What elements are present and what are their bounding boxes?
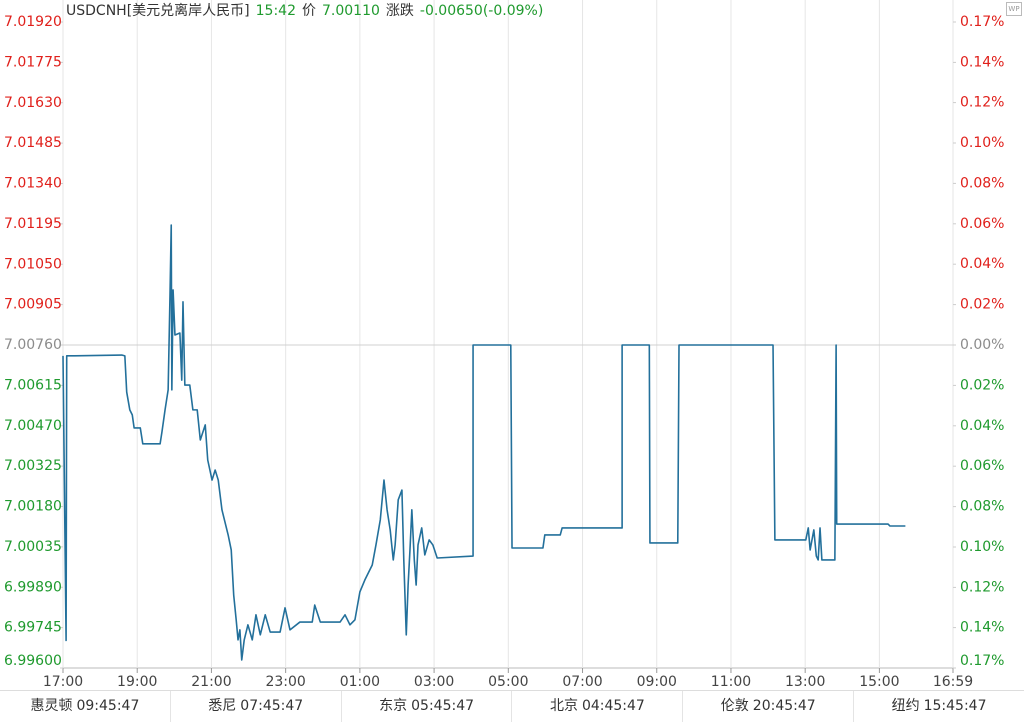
y2-tick-label: 0.06% [960,216,1004,232]
x-tick-label: 21:00 [191,674,231,690]
y-tick-label: 7.01195 [4,216,62,232]
clock-city: 悉尼 [208,698,237,714]
y-tick-label: 7.01050 [4,256,62,272]
x-tick-label: 03:00 [414,674,454,690]
y2-tick-label: 0.17% [960,14,1004,30]
y-tick-label: 7.00905 [4,297,62,313]
x-tick-label: 17:00 [43,674,83,690]
change-label: 涨跌 [385,3,414,19]
y-tick-label: 7.00325 [4,458,62,474]
y2-tick-label: 0.14% [960,54,1004,70]
x-tick-label: 13:00 [785,674,825,690]
y2-tick-label: 0.04% [960,418,1004,434]
y2-tick-label: 0.14% [960,620,1004,636]
y-tick-label: 6.99600 [4,653,62,669]
chart: 17:00 19:00 21:00 23:00 01:00 03:00 05:00 07:00… [4,0,1004,690]
clock-time: 07:45:47 [240,698,304,714]
clock-time: 20:45:47 [752,698,816,714]
instrument-title: USDCNH[美元兑离岸人民币] [66,3,250,19]
y2-tick-label: 0.12% [960,95,1004,111]
y-tick-label: 7.00180 [4,499,62,515]
x-tick-label: 19:00 [117,674,157,690]
y2-tick-label: 0.10% [960,135,1004,151]
clock-city: 伦敦 [720,698,749,714]
y-tick-label: 7.01775 [4,54,62,70]
x-tick-label: 23:00 [265,674,305,690]
x-tick-label: 16:59 [933,674,973,690]
clock-time: 09:45:47 [76,698,140,714]
clock: 惠灵顿 09:45:47 [0,691,171,722]
clock: 悉尼 07:45:47 [171,691,342,722]
clock: 纽约 15:45:47 [854,691,1024,722]
y2-tick-label: 0.10% [960,539,1004,555]
price-label: 价 [301,3,316,19]
y2-tick-label: 0.04% [960,256,1004,272]
x-tick-label: 01:00 [340,674,380,690]
quote-header: USDCNH[美元兑离岸人民币] 15:42 价 7.00110 涨跌 -0.00650(… [66,1,549,21]
y-tick-label: 7.01340 [4,176,62,192]
y-tick-label: 7.00470 [4,418,62,434]
clock-city: 纽约 [891,698,920,714]
y-tick-label: 7.01630 [4,95,62,111]
change: -0.00650(-0.09%) [419,3,544,19]
x-tick-label: 05:00 [488,674,528,690]
clock-city: 惠灵顿 [30,698,73,714]
y2-tick-label: 0.00% [960,337,1004,353]
x-tick-label: 15:00 [859,674,899,690]
y2-tick-label: 0.02% [960,377,1004,393]
clock-city: 北京 [549,698,578,714]
y-tick-label: 7.00615 [4,377,62,393]
clock: 伦敦 20:45:47 [683,691,855,722]
clock: 北京 04:45:47 [512,691,684,722]
y2-tick-label: 0.17% [960,653,1004,669]
x-tick-label: 11:00 [711,674,751,690]
y-tick-label: 7.00035 [4,539,62,555]
y2-tick-label: 0.08% [960,175,1004,191]
y2-tick-label: 0.08% [960,499,1004,515]
y-tick-label: 7.01485 [4,135,62,151]
world-clocks: 惠灵顿 09:45:47 悉尼 07:45:47 东京 05:45:47 北京 04:45:4… [0,690,1024,722]
quote-time: 15:42 [255,3,296,19]
x-tick-label: 07:00 [562,674,602,690]
clock: 东京 05:45:47 [342,691,513,722]
price-line [62,224,906,661]
y2-tick-label: 0.02% [960,297,1004,313]
logo-icon: WP [1006,2,1022,16]
clock-time: 05:45:47 [411,698,475,714]
y-tick-label: 7.01920 [4,14,62,30]
clock-time: 04:45:47 [581,698,645,714]
clock-time: 15:45:47 [923,698,987,714]
x-tick-label: 09:00 [637,674,677,690]
price: 7.00110 [321,3,380,19]
y2-tick-label: 0.06% [960,458,1004,474]
y-tick-label: 7.00760 [4,337,62,353]
y-tick-label: 6.99890 [4,579,62,595]
y2-tick-label: 0.12% [960,579,1004,595]
clock-city: 东京 [379,698,408,714]
y-tick-label: 6.99745 [4,620,62,636]
